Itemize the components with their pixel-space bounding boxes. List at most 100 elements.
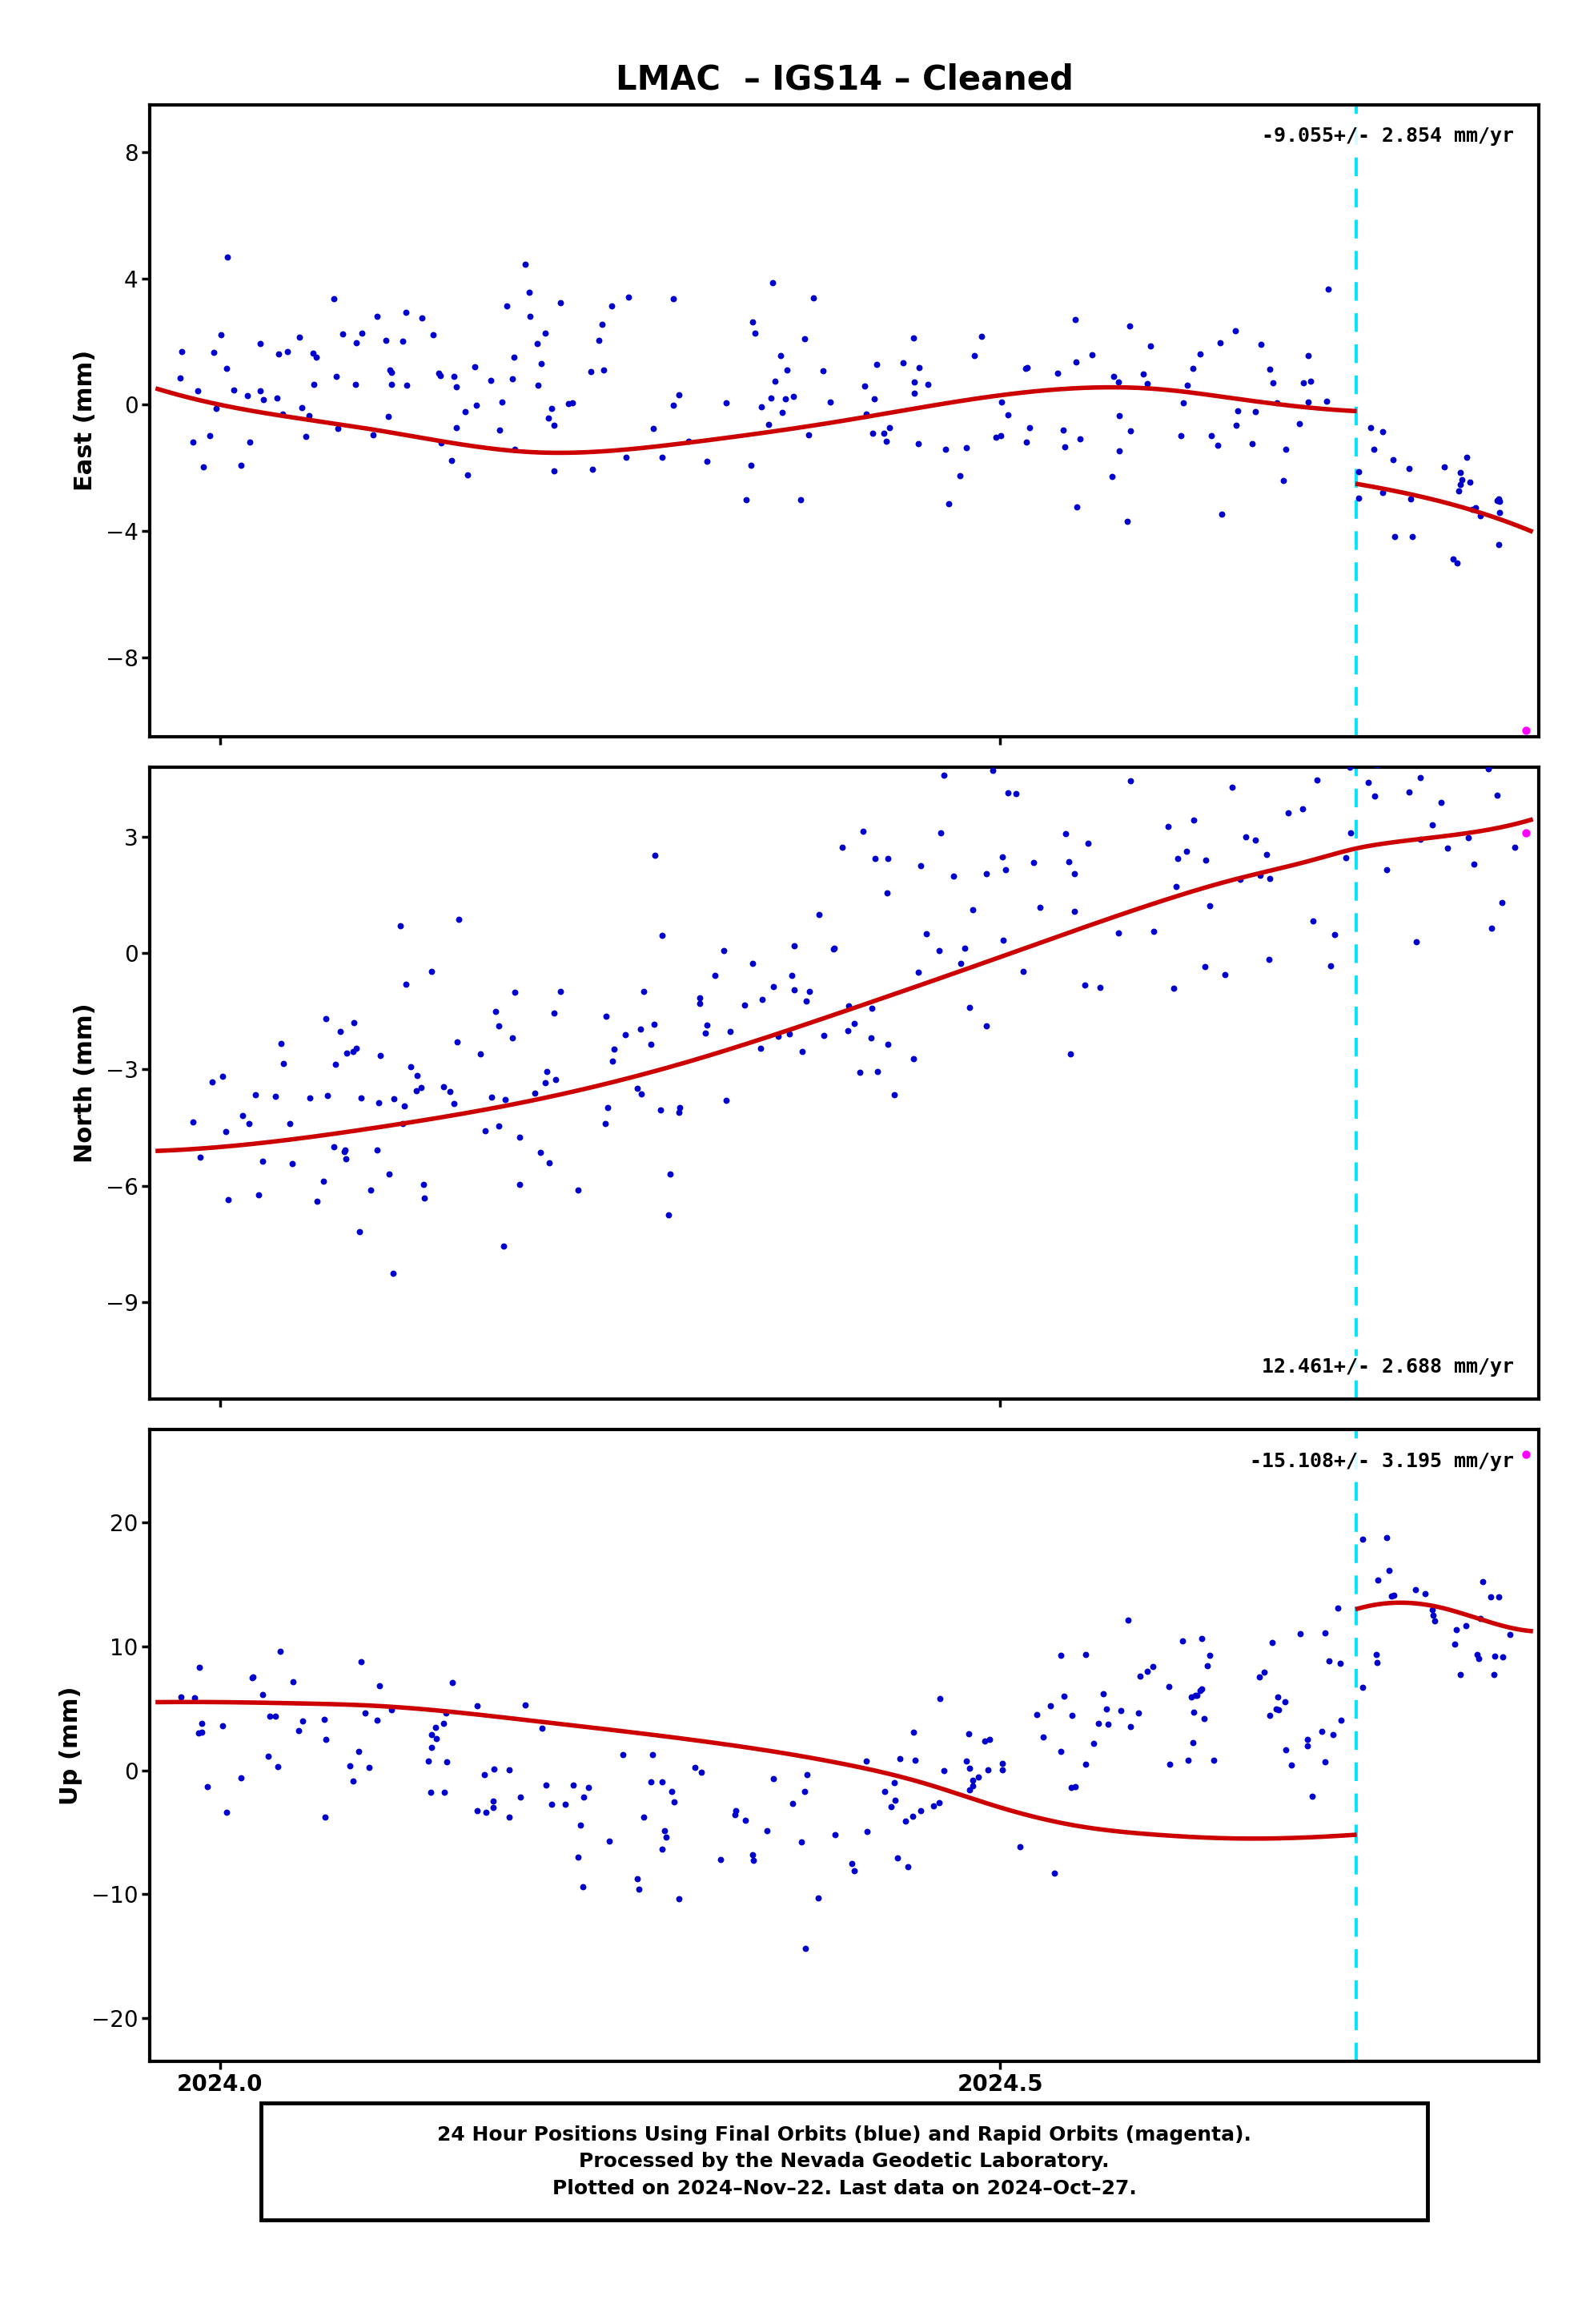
- Point: [507, 1167, 532, 1204]
- Point: [1048, 1636, 1073, 1673]
- Point: [631, 1799, 656, 1836]
- Point: [1038, 1687, 1064, 1724]
- Point: [1297, 363, 1322, 400]
- Point: [1468, 497, 1493, 535]
- Point: [565, 1171, 590, 1208]
- Point: [732, 988, 757, 1025]
- Point: [1314, 383, 1340, 421]
- Point: [988, 418, 1013, 456]
- Point: [390, 323, 415, 360]
- Point: [1248, 325, 1273, 363]
- Point: [1420, 1592, 1445, 1629]
- Point: [368, 1666, 393, 1703]
- Point: [661, 279, 686, 316]
- Point: [953, 430, 978, 467]
- Point: [286, 1713, 311, 1750]
- Point: [1321, 744, 1346, 781]
- Point: [434, 1694, 459, 1731]
- Point: [418, 1715, 443, 1752]
- Point: [341, 1004, 366, 1041]
- Point: [1228, 860, 1253, 897]
- Point: [1349, 1669, 1374, 1706]
- Point: [268, 1634, 294, 1671]
- Point: [208, 316, 234, 353]
- Point: [278, 1106, 303, 1143]
- Point: [739, 446, 764, 483]
- Point: [213, 351, 238, 388]
- Point: [1180, 351, 1206, 388]
- Point: [601, 1030, 626, 1067]
- Point: [186, 1715, 211, 1752]
- Point: [349, 314, 374, 351]
- Point: [502, 339, 527, 376]
- Point: [251, 381, 276, 418]
- Point: [1190, 1671, 1215, 1708]
- Point: [1193, 841, 1218, 878]
- Point: [765, 1018, 791, 1055]
- Point: [1444, 1611, 1469, 1648]
- Point: [240, 1659, 265, 1697]
- Point: [1431, 449, 1456, 486]
- Point: [1048, 1734, 1073, 1771]
- Point: [533, 314, 559, 351]
- Point: [768, 393, 794, 430]
- Point: [1485, 776, 1510, 813]
- Point: [1013, 423, 1038, 460]
- Point: [481, 1750, 507, 1787]
- Point: [279, 1146, 305, 1183]
- Point: [1294, 1727, 1319, 1764]
- Point: [440, 1664, 466, 1701]
- Point: [1316, 1643, 1341, 1680]
- Point: [393, 295, 418, 332]
- Point: [418, 953, 443, 990]
- Point: [776, 1016, 802, 1053]
- Point: [683, 1750, 709, 1787]
- Point: [1471, 1562, 1496, 1599]
- Point: [434, 1743, 459, 1780]
- Point: [996, 397, 1021, 435]
- Point: [1095, 1706, 1120, 1743]
- Point: [1193, 948, 1218, 985]
- Point: [1288, 1615, 1313, 1652]
- Point: [876, 839, 901, 876]
- Point: [1502, 830, 1528, 867]
- Point: [1225, 393, 1250, 430]
- Point: [323, 358, 349, 395]
- Point: [966, 1759, 991, 1796]
- Point: [423, 1720, 448, 1757]
- Point: [344, 325, 369, 363]
- Point: [1130, 356, 1155, 393]
- Point: [289, 388, 314, 425]
- Point: [240, 1659, 265, 1697]
- Point: [1464, 1636, 1490, 1673]
- Point: [335, 1034, 360, 1071]
- Point: [1466, 1638, 1491, 1676]
- Point: [936, 486, 961, 523]
- Point: [1021, 844, 1046, 881]
- Point: [871, 414, 896, 451]
- Point: [341, 1762, 366, 1799]
- Point: [374, 321, 399, 358]
- Point: [877, 409, 903, 446]
- Point: [666, 376, 691, 414]
- Point: [1053, 428, 1078, 465]
- Point: [216, 1181, 241, 1218]
- Point: [439, 442, 464, 479]
- Point: [1300, 1778, 1326, 1815]
- Point: [560, 383, 585, 421]
- Point: [1374, 1518, 1400, 1555]
- Point: [1024, 1697, 1049, 1734]
- Point: [1453, 1606, 1479, 1643]
- Point: [596, 1822, 622, 1859]
- Point: [529, 344, 554, 381]
- Point: [781, 971, 806, 1009]
- Point: [429, 425, 454, 462]
- Point: [1206, 425, 1231, 462]
- Point: [305, 1183, 330, 1220]
- Point: [497, 1750, 522, 1787]
- Point: [265, 1748, 290, 1785]
- Point: [931, 1752, 956, 1789]
- Point: [365, 297, 390, 335]
- Point: [890, 344, 915, 381]
- Point: [649, 439, 674, 476]
